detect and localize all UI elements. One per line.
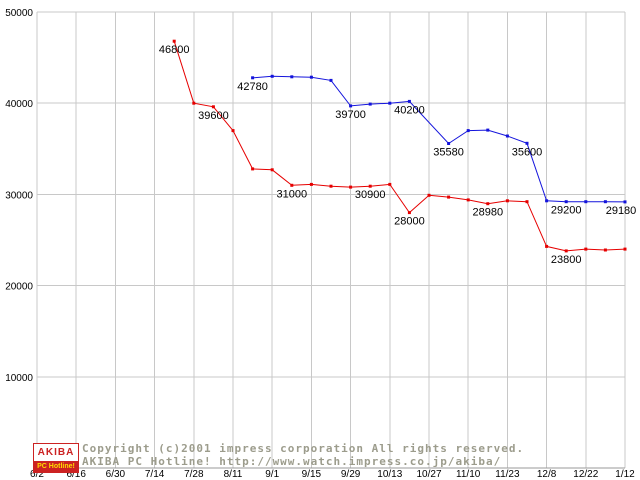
x-axis-tick-label: 8/11	[224, 469, 243, 480]
x-axis-tick-label: 6/16	[66, 469, 86, 480]
y-axis-tick-label: 20000	[5, 282, 33, 293]
blue-price-series-value-label: 39700	[335, 109, 366, 121]
blue-price-series-value-label: 42780	[237, 81, 268, 93]
y-axis-tick-label: 10000	[5, 373, 33, 384]
red-price-series-marker	[251, 167, 255, 171]
red-price-series-marker	[564, 249, 568, 253]
x-axis-tick-label: 6/30	[106, 469, 126, 480]
akiba-logo: AKIBA PC Hotline!	[33, 443, 79, 473]
blue-price-series-value-label: 40200	[394, 104, 425, 116]
red-price-series-value-label: 46800	[159, 44, 190, 56]
red-price-series-marker	[388, 182, 392, 186]
red-price-series-marker	[349, 185, 353, 189]
blue-price-series-value-label: 29180	[606, 205, 637, 217]
y-axis-tick-label: 50000	[5, 8, 33, 19]
y-axis-tick-label: 30000	[5, 190, 33, 201]
red-price-series-marker	[407, 211, 411, 215]
x-axis-tick-label: 11/10	[456, 469, 481, 480]
red-price-series-marker	[545, 244, 549, 248]
blue-price-series-marker	[368, 102, 372, 106]
red-price-series-marker	[368, 184, 372, 188]
red-price-series-marker	[427, 193, 431, 197]
blue-price-series-marker	[290, 75, 294, 79]
red-price-series-marker	[172, 39, 176, 43]
blue-price-series-marker	[251, 76, 255, 80]
red-price-series-value-label: 23800	[551, 254, 582, 266]
red-price-series-value-label: 28980	[473, 207, 504, 219]
x-axis-tick-label: 7/14	[145, 469, 165, 480]
x-axis-tick-label: 6/2	[30, 469, 44, 480]
blue-price-series-marker	[407, 99, 411, 103]
x-axis-tick-label: 11/23	[495, 469, 520, 480]
blue-price-series-marker	[623, 200, 627, 204]
red-price-series-value-label: 31000	[277, 188, 308, 200]
red-price-series-marker	[192, 101, 196, 105]
pc-hotline-logo-text: PC Hotline!	[34, 461, 78, 472]
x-axis-tick-label: 9/1	[265, 469, 279, 480]
blue-price-series-marker	[525, 141, 529, 145]
blue-price-series-line	[252, 75, 626, 203]
x-axis-tick-label: 9/15	[302, 469, 322, 480]
copyright-line-2: AKIBA PC Hotline! http://www.watch.impre…	[82, 455, 502, 468]
blue-price-series-marker	[270, 74, 274, 78]
blue-price-series-marker	[329, 78, 333, 82]
red-price-series-marker	[270, 168, 274, 172]
copyright-text: Copyright (c)2001 impress corporation Al…	[82, 442, 524, 468]
red-price-series-marker	[329, 184, 333, 188]
blue-price-series-marker	[545, 199, 549, 203]
blue-price-series-marker	[388, 101, 392, 105]
blue-price-series-marker	[584, 200, 588, 204]
red-price-series-marker	[584, 247, 588, 251]
blue-price-series-marker	[603, 200, 607, 204]
blue-price-series-marker	[466, 129, 470, 133]
red-price-series-marker	[466, 198, 470, 202]
blue-price-series-value-label: 29200	[551, 205, 582, 217]
blue-price-series-marker	[564, 200, 568, 204]
red-price-series-value-label: 30900	[355, 189, 386, 201]
x-axis-tick-label: 12/8	[537, 469, 557, 480]
red-price-series-marker	[486, 202, 490, 206]
x-axis-tick-label: 1/12	[615, 469, 635, 480]
blue-price-series-marker	[505, 134, 509, 138]
red-price-series-line	[173, 41, 626, 252]
red-price-series-marker	[290, 183, 294, 187]
blue-price-series-value-label: 35600	[512, 146, 543, 158]
blue-price-series-marker	[309, 75, 313, 79]
red-price-series-marker	[505, 199, 509, 203]
red-price-series-marker	[623, 247, 627, 251]
blue-price-series-marker	[486, 128, 490, 132]
red-price-series-marker	[231, 129, 235, 133]
red-price-series-marker	[447, 195, 451, 199]
x-axis-tick-label: 10/27	[416, 469, 441, 480]
x-axis-tick-label: 7/28	[184, 469, 204, 480]
red-price-series-marker	[603, 248, 607, 252]
blue-price-series-marker	[349, 104, 353, 108]
x-axis-tick-label: 12/22	[573, 469, 598, 480]
blue-price-series-value-label: 35580	[433, 147, 464, 159]
blue-price-series-marker	[447, 142, 451, 145]
akiba-logo-text: AKIBA	[37, 446, 75, 458]
red-price-series-marker	[211, 105, 215, 109]
red-price-series-value-label: 39600	[198, 110, 229, 122]
red-price-series-value-label: 28000	[394, 216, 425, 228]
copyright-line-1: Copyright (c)2001 impress corporation Al…	[82, 442, 525, 455]
red-price-series-marker	[309, 182, 313, 186]
x-axis-tick-label: 9/29	[341, 469, 361, 480]
x-axis-tick-label: 10/13	[377, 469, 402, 480]
red-price-series-marker	[525, 200, 529, 204]
y-axis-tick-label: 40000	[5, 99, 33, 110]
